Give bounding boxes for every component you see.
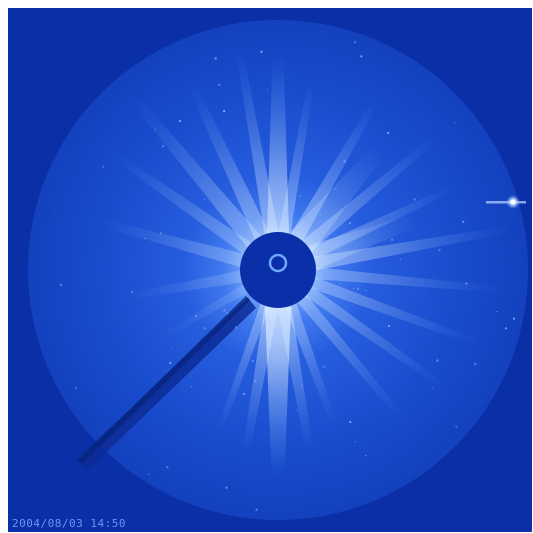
star-dot bbox=[340, 283, 342, 284]
star-dot bbox=[496, 311, 498, 313]
star-dot bbox=[169, 362, 172, 364]
star-dot bbox=[267, 349, 270, 352]
star-dot bbox=[432, 387, 434, 389]
star-dot bbox=[349, 421, 352, 423]
star-dot bbox=[365, 454, 367, 456]
star-dot bbox=[322, 365, 325, 368]
star-dot bbox=[166, 466, 169, 469]
coronagraph-frame: 2004/08/03 14:50 bbox=[8, 8, 532, 532]
star-dot bbox=[352, 287, 354, 289]
star-dot bbox=[391, 238, 394, 241]
star-dot bbox=[102, 165, 105, 168]
star-dot bbox=[170, 347, 172, 349]
star-dot bbox=[226, 312, 229, 315]
star-dot bbox=[204, 198, 205, 200]
star-dot bbox=[235, 326, 238, 329]
bright-star bbox=[486, 195, 526, 209]
star-dot bbox=[195, 315, 198, 318]
sun-position-marker bbox=[268, 253, 288, 273]
star-dot bbox=[203, 327, 206, 330]
star-dot bbox=[354, 41, 356, 44]
coronagraph-image bbox=[28, 20, 528, 520]
star-dot bbox=[260, 385, 262, 387]
star-dot bbox=[462, 220, 465, 223]
star-dot bbox=[365, 290, 367, 292]
star-dot bbox=[334, 188, 337, 190]
star-dot bbox=[512, 317, 515, 320]
star-dot bbox=[251, 359, 254, 362]
star-dot bbox=[455, 425, 458, 428]
star-dot bbox=[298, 195, 301, 198]
star-dot bbox=[369, 109, 371, 111]
occulter-pylon bbox=[76, 296, 256, 470]
star-dot bbox=[349, 222, 352, 225]
star-dot bbox=[436, 359, 439, 362]
star-dot bbox=[474, 362, 477, 365]
star-dot bbox=[178, 120, 181, 122]
star-dot bbox=[55, 215, 57, 217]
star-dot bbox=[155, 128, 156, 130]
star-dot bbox=[357, 287, 359, 290]
star-dot bbox=[438, 249, 441, 252]
star-dot bbox=[75, 386, 78, 389]
star-dot bbox=[131, 291, 134, 294]
star-dot bbox=[225, 486, 228, 489]
star-dot bbox=[218, 83, 221, 86]
star-dot bbox=[301, 384, 303, 386]
star-dot bbox=[400, 258, 402, 260]
star-dot bbox=[255, 508, 258, 511]
star-dot bbox=[254, 380, 257, 383]
background-stars bbox=[55, 41, 515, 511]
star-dot bbox=[354, 441, 356, 443]
star-dot bbox=[260, 50, 263, 53]
star-dot bbox=[360, 55, 363, 58]
star-dot bbox=[162, 145, 165, 148]
star-dot bbox=[144, 237, 146, 239]
star-dot bbox=[504, 327, 507, 330]
star-dot bbox=[220, 211, 222, 213]
star-dot bbox=[191, 386, 193, 388]
star-dot bbox=[319, 213, 322, 216]
star-dot bbox=[454, 122, 456, 124]
star-dot bbox=[148, 474, 150, 475]
star-dot bbox=[296, 409, 298, 411]
star-dot bbox=[214, 57, 217, 60]
star-dot bbox=[223, 309, 226, 312]
star-dot bbox=[223, 110, 226, 112]
star-dot bbox=[266, 88, 268, 90]
star-dot bbox=[60, 283, 63, 286]
star-dot bbox=[387, 325, 390, 327]
star-dot bbox=[251, 199, 253, 201]
star-dot bbox=[242, 393, 245, 395]
star-dot bbox=[343, 160, 346, 163]
star-dot bbox=[160, 232, 162, 235]
star-dot bbox=[234, 104, 236, 106]
star-dot bbox=[465, 282, 468, 285]
timestamp-label: 2004/08/03 14:50 bbox=[12, 517, 126, 530]
star-dot bbox=[413, 198, 416, 201]
star-dot bbox=[387, 131, 390, 134]
